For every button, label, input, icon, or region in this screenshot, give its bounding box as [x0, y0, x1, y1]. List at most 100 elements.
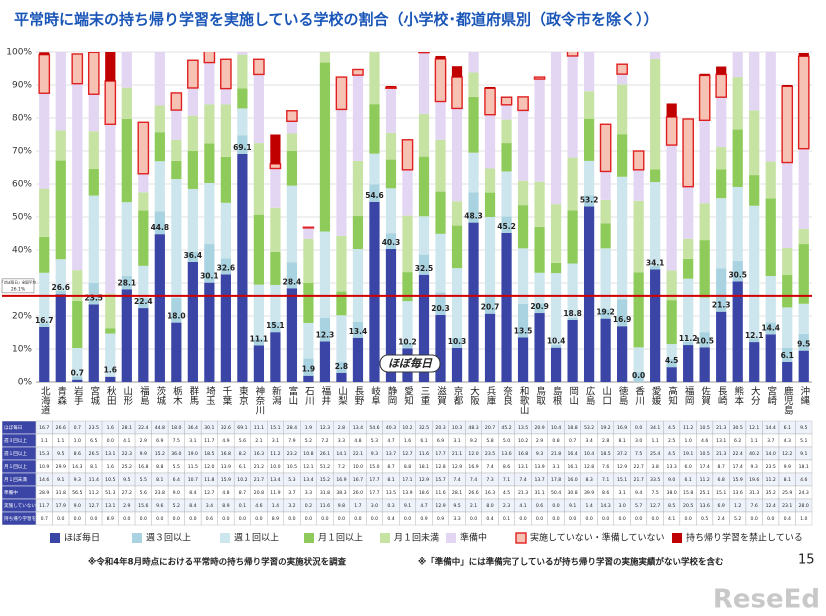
bar-segment [550, 204, 562, 263]
value-label: 30.5 [728, 270, 747, 279]
table-row-header: 準備中 [4, 489, 18, 496]
x-tick-label: 和歌山 [518, 386, 530, 415]
table-cell: 7.1 [503, 477, 510, 483]
bar-segment [335, 76, 348, 111]
table-cell: 4.7 [387, 438, 394, 444]
bar-segment [72, 376, 83, 380]
table-cell-bg [795, 511, 813, 526]
y-tick-label: 90% [12, 81, 32, 91]
x-tick-label: 愛媛 [650, 385, 662, 406]
table-cell: 3.1 [189, 438, 196, 444]
bar-segment [286, 185, 298, 263]
series-callout-box [379, 354, 441, 373]
bar-segment [319, 52, 331, 63]
bar-segment [220, 274, 231, 382]
bar-segment [517, 110, 529, 181]
bar-segment [204, 143, 215, 184]
table-cell: 0.7 [41, 516, 48, 522]
bar-segment [369, 104, 380, 154]
table-row-header: 週３回以上 [4, 437, 27, 444]
bar-segment [121, 87, 132, 119]
table-cell: 15.0 [369, 464, 379, 470]
table-cell: 18.6 [419, 490, 429, 496]
table-cell: 2.1 [255, 438, 262, 444]
y-tick-label: 0% [18, 378, 33, 388]
value-label: 28.4 [283, 277, 302, 286]
table-cell: 0.7 [569, 438, 576, 444]
table-cell: 0.0 [635, 516, 642, 522]
bar-segment [253, 345, 265, 382]
bar-segment [187, 115, 198, 151]
table-cell: 12.8 [435, 464, 445, 470]
bar-segment [468, 52, 479, 73]
bar-segment [352, 160, 364, 217]
table-cell: 0.8 [552, 438, 559, 444]
bar-segment [303, 227, 314, 239]
legend-label: 月１回以上 [318, 533, 363, 544]
bar-segment [204, 49, 214, 51]
table-cell: 7.2 [321, 438, 328, 444]
bar-segment [517, 180, 529, 206]
table-cell: 10.5 [700, 451, 710, 457]
bar-segment [187, 59, 199, 89]
table-cell: 23.1 [782, 503, 792, 509]
bar-segment [782, 162, 793, 249]
bar-segment [583, 91, 595, 119]
table-cell: 25.1 [700, 490, 710, 496]
table-cell: 3.1 [552, 464, 559, 470]
table-cell: 6.9 [156, 438, 163, 444]
table-cell: 0.0 [74, 516, 81, 522]
bar-segment [666, 145, 677, 271]
bar-segment [567, 263, 578, 318]
bar-segment [137, 121, 150, 175]
bar-segment [369, 153, 380, 185]
table-cell: 10.8 [303, 451, 313, 457]
table-cell: 15.2 [155, 451, 165, 457]
table-cell: 13.6 [733, 490, 743, 496]
bar-segment [683, 186, 694, 239]
bar-segment [617, 326, 628, 382]
table-cell: 16.9 [336, 477, 346, 483]
average-box [1, 278, 35, 294]
bar-segment [385, 159, 397, 189]
bar-segment [484, 313, 496, 382]
x-tick-label: 千葉 [220, 386, 232, 406]
table-cell: 11.1 [254, 425, 264, 431]
bar-segment [798, 52, 809, 57]
table-cell: 12.2 [782, 451, 792, 457]
table-cell: 8.9 [222, 503, 229, 509]
bar-segment [402, 272, 413, 302]
table-cell: 22.7 [634, 464, 644, 470]
value-label: 48.3 [464, 212, 483, 221]
table-cell: 26.1 [320, 451, 330, 457]
table-cell: 10.0 [270, 464, 280, 470]
table-cell: 28.4 [287, 425, 297, 431]
bar-segment [270, 284, 281, 322]
bar-segment [369, 201, 380, 382]
value-label: 11.1 [250, 334, 269, 343]
table-cell: 0.0 [189, 516, 196, 522]
x-tick-label: 栃木 [171, 385, 183, 406]
table-cell: 7.5 [635, 451, 642, 457]
table-cell: 21.7 [254, 477, 264, 483]
table-cell: 6.5 [90, 438, 97, 444]
table-cell: 0.0 [123, 516, 130, 522]
bar-segment [303, 322, 314, 359]
table-cell: 8.1 [387, 477, 394, 483]
bar-segment [550, 52, 562, 205]
bar-segment [501, 143, 512, 172]
table-cell: 40.3 [386, 425, 396, 431]
table-cell: 23.2 [287, 451, 297, 457]
table-cell: 25.4 [650, 451, 660, 457]
table-cell: 4.5 [503, 490, 510, 496]
bar-segment [105, 52, 116, 82]
table-cell: 0.0 [602, 516, 609, 522]
value-label: 15.1 [266, 321, 285, 330]
table-cell: 1.6 [107, 464, 114, 470]
bar-segment [105, 124, 116, 294]
table-cell: 0.0 [255, 516, 262, 522]
table-cell: 12.4 [766, 503, 776, 509]
bar-segment [435, 101, 446, 140]
table-cell: 48.3 [468, 425, 478, 431]
table-cell: 12.3 [320, 425, 330, 431]
